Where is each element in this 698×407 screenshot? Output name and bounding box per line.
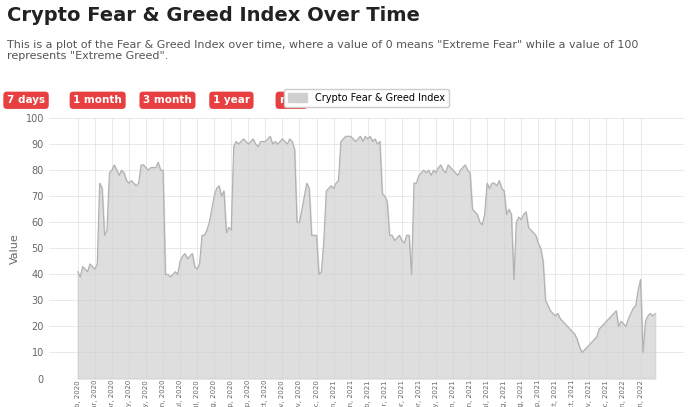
Y-axis label: Value: Value <box>10 233 20 264</box>
Text: max: max <box>279 95 304 105</box>
Text: 3 month: 3 month <box>143 95 192 105</box>
Text: 1 year: 1 year <box>213 95 250 105</box>
Text: Crypto Fear & Greed Index Over Time: Crypto Fear & Greed Index Over Time <box>7 6 420 25</box>
Text: This is a plot of the Fear & Greed Index over time, where a value of 0 means "Ex: This is a plot of the Fear & Greed Index… <box>7 40 639 61</box>
Text: 1 month: 1 month <box>73 95 122 105</box>
Text: 7 days: 7 days <box>7 95 45 105</box>
Legend: Crypto Fear & Greed Index: Crypto Fear & Greed Index <box>284 89 449 107</box>
